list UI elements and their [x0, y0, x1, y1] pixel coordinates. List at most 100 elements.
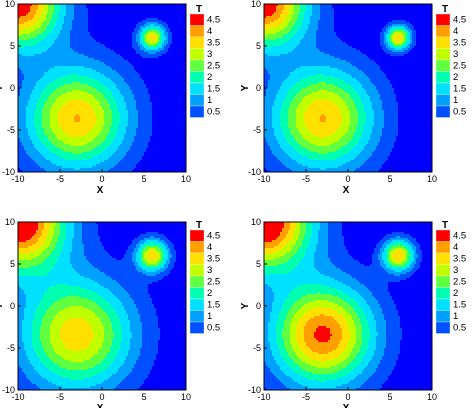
- contour-cell: [88, 128, 91, 131]
- contour-cell: [30, 130, 33, 133]
- contour-cell: [114, 24, 117, 27]
- contour-cell: [48, 122, 51, 125]
- contour-cell: [86, 98, 89, 101]
- contour-cell: [128, 28, 131, 31]
- contour-cell: [96, 36, 99, 39]
- contour-cell: [114, 96, 117, 99]
- contour-cell: [36, 58, 39, 61]
- contour-cell: [98, 166, 101, 169]
- contour-cell: [100, 58, 103, 61]
- contour-cell: [92, 34, 95, 37]
- contour-cell: [58, 6, 61, 9]
- contour-cell: [92, 102, 95, 105]
- contour-cell: [74, 90, 77, 93]
- contour-cell: [76, 130, 79, 133]
- contour-cell: [28, 98, 31, 101]
- contour-cell: [130, 92, 133, 95]
- contour-cell: [98, 54, 101, 57]
- contour-cell: [96, 82, 99, 85]
- contour-cell: [58, 132, 61, 135]
- contour-cell: [110, 96, 113, 99]
- contour-cell: [34, 52, 37, 55]
- contour-cell: [60, 42, 63, 45]
- contour-cell: [102, 94, 105, 97]
- contour-cell: [36, 142, 39, 145]
- contour-cell: [74, 58, 77, 61]
- contour-cell: [96, 4, 99, 7]
- contour-cell: [80, 128, 83, 131]
- contour-cell: [88, 102, 91, 105]
- contour-cell: [84, 52, 87, 55]
- contour-cell: [46, 122, 49, 125]
- contour-cell: [80, 160, 83, 163]
- contour-cell: [22, 56, 25, 59]
- contour-cell: [94, 64, 97, 67]
- contour-cell: [72, 46, 75, 49]
- contour-cell: [26, 90, 29, 93]
- contour-cell: [92, 82, 95, 85]
- contour-cell: [92, 134, 95, 137]
- contour-cell: [62, 112, 65, 115]
- contour-cell: [60, 64, 63, 67]
- contour-cell: [78, 146, 81, 149]
- contour-cell: [44, 36, 47, 39]
- contour-cell: [72, 116, 75, 119]
- contour-cell: [84, 154, 87, 157]
- contour-cell: [130, 138, 133, 141]
- contour-cell: [18, 158, 21, 161]
- contour-cell: [48, 8, 51, 11]
- contour-cell: [84, 136, 87, 139]
- contour-cell: [116, 140, 119, 143]
- contour-cell: [118, 132, 121, 135]
- contour-cell: [98, 70, 101, 73]
- contour-cell: [24, 116, 27, 119]
- contour-cell: [110, 32, 113, 35]
- contour-cell: [124, 130, 127, 133]
- contour-cell: [110, 12, 113, 15]
- contour-cell: [46, 56, 49, 59]
- contour-cell: [38, 100, 41, 103]
- contour-cell: [92, 164, 95, 167]
- contour-cell: [44, 20, 47, 23]
- contour-cell: [104, 80, 107, 83]
- contour-cell: [68, 158, 71, 161]
- contour-cell: [130, 144, 133, 147]
- contour-cell: [98, 88, 101, 91]
- contour-cell: [40, 162, 43, 165]
- contour-cell: [42, 38, 45, 41]
- contour-cell: [108, 148, 111, 151]
- contour-cell: [114, 170, 117, 172]
- contour-cell: [122, 140, 125, 143]
- contour-cell: [130, 54, 133, 57]
- contour-cell: [114, 12, 117, 15]
- contour-cell: [22, 102, 25, 105]
- contour-cell: [68, 18, 71, 21]
- contour-cell: [92, 140, 95, 143]
- contour-cell: [130, 100, 133, 103]
- contour-cell: [60, 78, 63, 81]
- contour-cell: [70, 38, 73, 41]
- contour-cell: [56, 146, 59, 149]
- contour-cell: [42, 42, 45, 45]
- contour-cell: [124, 88, 127, 91]
- contour-cell: [86, 84, 89, 87]
- contour-cell: [70, 10, 73, 13]
- contour-cell: [90, 124, 93, 127]
- contour-cell: [76, 124, 79, 127]
- contour-cell: [98, 102, 101, 105]
- contour-cell: [66, 130, 69, 133]
- contour-cell: [52, 26, 55, 29]
- contour-cell: [24, 100, 27, 103]
- contour-cell: [40, 158, 43, 161]
- contour-cell: [54, 30, 57, 33]
- contour-cell: [26, 114, 29, 117]
- contour-cell: [132, 128, 135, 131]
- contour-cell: [50, 28, 53, 31]
- contour-cell: [68, 162, 71, 165]
- contour-cell: [68, 26, 71, 29]
- contour-cell: [64, 62, 67, 65]
- contour-cell: [42, 90, 45, 93]
- contour-cell: [96, 170, 99, 172]
- contour-cell: [134, 78, 137, 81]
- contour-cell: [22, 80, 25, 83]
